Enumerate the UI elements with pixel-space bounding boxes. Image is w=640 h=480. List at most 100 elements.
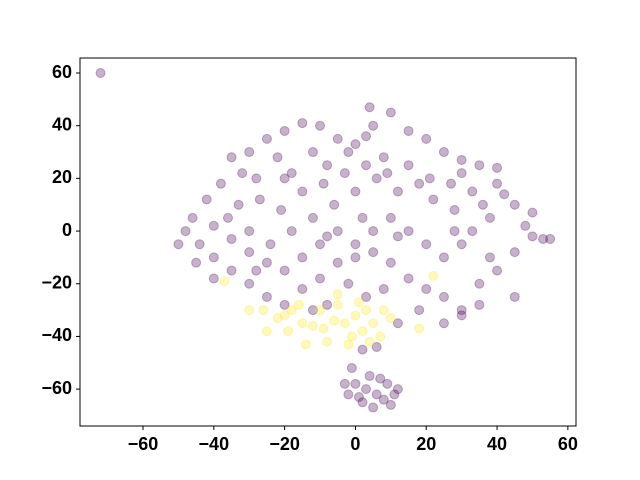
point [385, 399, 396, 410]
point [361, 384, 372, 395]
point [484, 212, 495, 223]
point [187, 212, 198, 223]
point [456, 305, 467, 316]
point [297, 118, 308, 129]
point [332, 257, 343, 268]
point [307, 147, 318, 158]
point [251, 265, 262, 276]
point [474, 160, 485, 171]
point [251, 173, 262, 184]
point [297, 186, 308, 197]
point [226, 265, 237, 276]
point [318, 323, 329, 334]
point [499, 189, 510, 200]
point [414, 178, 425, 189]
point [361, 131, 372, 142]
point [375, 373, 386, 384]
point [378, 305, 389, 316]
point [332, 289, 343, 300]
point [173, 239, 184, 250]
point [307, 305, 318, 316]
point [509, 199, 520, 210]
point [403, 273, 414, 284]
point [385, 257, 396, 268]
point [545, 233, 556, 244]
point [208, 273, 219, 284]
point [346, 331, 357, 342]
point [329, 315, 340, 326]
point [353, 392, 364, 403]
point [456, 239, 467, 250]
point [222, 212, 233, 223]
point [477, 199, 488, 210]
point [474, 278, 485, 289]
point [509, 291, 520, 302]
point [322, 160, 333, 171]
point [265, 239, 276, 250]
point [261, 257, 272, 268]
point [392, 318, 403, 329]
point [261, 133, 272, 144]
point [276, 204, 287, 215]
point [364, 102, 375, 113]
point [382, 378, 393, 389]
point [343, 389, 354, 400]
x-tick-label: −20 [269, 434, 300, 454]
point [357, 212, 368, 223]
point [300, 339, 311, 350]
point [392, 384, 403, 395]
y-tick-label: −20 [41, 273, 72, 293]
point [244, 247, 255, 258]
point [357, 397, 368, 408]
point [244, 147, 255, 158]
plot-frame [79, 57, 577, 427]
point [474, 299, 485, 310]
point [378, 394, 389, 405]
point [364, 370, 375, 381]
point [492, 265, 503, 276]
point [428, 194, 439, 205]
point [346, 363, 357, 374]
point [414, 305, 425, 316]
x-tick-label: 40 [487, 434, 507, 454]
point [371, 341, 382, 352]
point [297, 318, 308, 329]
point [244, 305, 255, 316]
point [492, 178, 503, 189]
point [307, 212, 318, 223]
point [339, 378, 350, 389]
y-tick-label: 0 [62, 220, 72, 240]
point [201, 194, 212, 205]
x-tick-label: 0 [350, 434, 360, 454]
point [237, 168, 248, 179]
point [322, 231, 333, 242]
point [385, 312, 396, 323]
point [322, 299, 333, 310]
point [315, 273, 326, 284]
point [449, 226, 460, 237]
point [318, 178, 329, 189]
point [438, 252, 449, 263]
point [385, 107, 396, 118]
point [385, 212, 396, 223]
point [286, 305, 297, 316]
point [297, 252, 308, 263]
point [414, 323, 425, 334]
point [307, 320, 318, 331]
point [403, 226, 414, 237]
point [350, 378, 361, 389]
point [261, 326, 272, 337]
point [208, 252, 219, 263]
point [492, 162, 503, 173]
point [456, 168, 467, 179]
point [382, 168, 393, 179]
point [350, 239, 361, 250]
point [421, 284, 432, 295]
point [279, 310, 290, 321]
point [350, 252, 361, 263]
point [368, 247, 379, 258]
point [424, 173, 435, 184]
point [219, 276, 230, 287]
point [403, 125, 414, 136]
